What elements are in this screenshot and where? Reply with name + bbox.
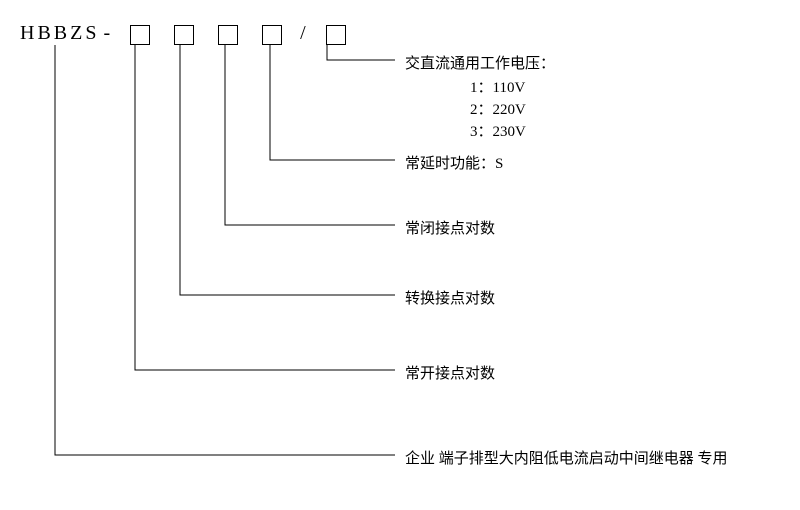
- leader-lines-main: [0, 0, 800, 510]
- diagram-container: HBBZS - / svg.lines[data-name=": [0, 0, 800, 510]
